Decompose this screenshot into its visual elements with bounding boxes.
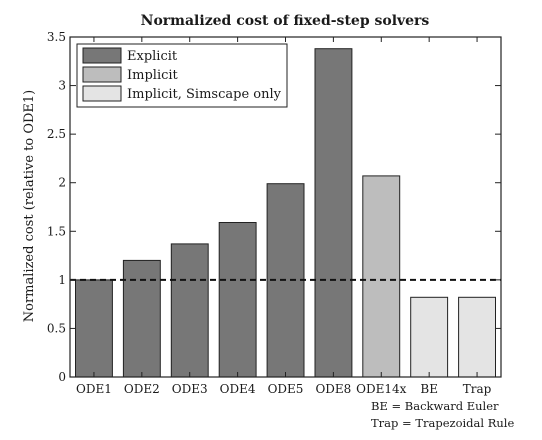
x-tick-label: ODE3 [172,382,208,396]
x-tick-label: ODE8 [315,382,351,396]
y-tick-label: 0 [58,370,66,384]
x-tick-label: ODE5 [268,382,304,396]
y-tick-label: 3 [58,79,66,93]
bars-group [75,48,497,378]
chart-title: Normalized cost of fixed-step solvers [141,13,430,29]
bar-ode8 [314,48,353,378]
y-tick-label: 1 [58,273,66,287]
bar-trap [458,296,497,378]
axes-group: 0 0.5 1 1.5 2 2.5 3 3.5 ODE1 ODE2 ODE3 ODE4 ODE5 ODE8… [47,30,502,396]
legend-swatch [82,66,122,83]
x-tick-label: ODE4 [220,382,256,396]
abbreviation-note: BE = Backward Euler [371,399,499,413]
legend-swatch [82,85,122,102]
legend-label: Implicit, Simscape only [127,87,282,102]
legend: Explicit Implicit Implicit, Simscape only [76,43,288,108]
x-tick-label: ODE2 [124,382,160,396]
bar-be [410,296,449,378]
y-tick-label: 2 [58,176,66,190]
bar-ode4 [218,222,257,378]
y-tick-label: 3.5 [47,30,66,44]
x-tick-label: BE [420,382,438,396]
abbreviation-note: Trap = Trapezoidal Rule [371,416,514,430]
y-axis-label: Normalized cost (relative to ODE1) [22,90,37,322]
legend-label: Implicit [127,68,179,83]
legend-swatch [82,47,122,64]
bar-ode14x [362,175,401,378]
bar-ode3 [170,243,209,378]
x-tick-label: ODE14x [356,382,406,396]
legend-label: Explicit [127,49,178,64]
bar-ode2 [122,259,161,378]
y-tick-label: 0.5 [47,321,66,335]
y-tick-label: 2.5 [47,127,66,141]
bar-ode1 [75,279,113,378]
y-tick-label: 1.5 [47,224,66,238]
abbreviation-notes: BE = Backward Euler Trap = Trapezoidal Ru… [371,399,514,430]
x-tick-label: ODE1 [76,382,112,396]
x-tick-label: Trap [463,382,492,396]
